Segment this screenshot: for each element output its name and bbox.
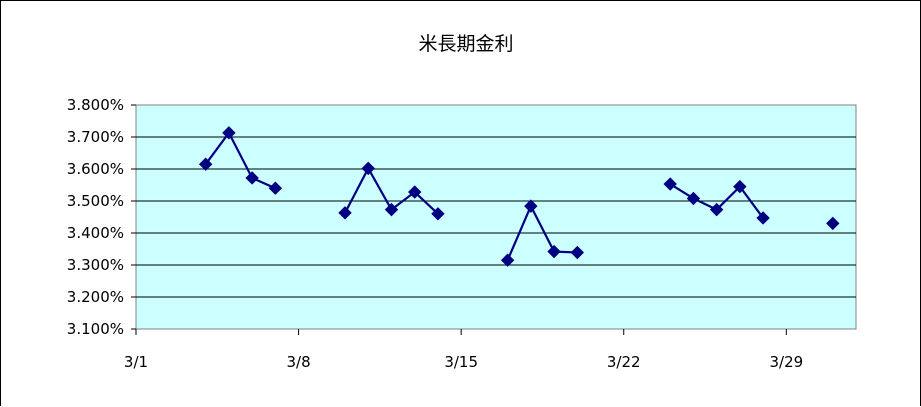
data-point bbox=[686, 191, 701, 206]
data-point bbox=[222, 126, 236, 140]
data-point bbox=[500, 253, 515, 267]
data-point bbox=[408, 185, 422, 199]
series-markers bbox=[198, 126, 840, 267]
y-tick-label: 3.700% bbox=[67, 128, 124, 146]
data-point bbox=[547, 244, 561, 259]
x-tick-label: 3/22 bbox=[607, 353, 641, 371]
y-tick-label: 3.600% bbox=[67, 160, 124, 178]
data-point bbox=[245, 171, 259, 185]
x-tick-label: 3/1 bbox=[124, 353, 148, 371]
x-axis-ticks bbox=[135, 329, 787, 335]
series-line bbox=[204, 130, 276, 190]
data-point bbox=[338, 206, 352, 220]
y-tick-label: 3.400% bbox=[67, 224, 124, 242]
data-point bbox=[361, 161, 375, 176]
gridlines bbox=[131, 104, 856, 330]
data-point bbox=[268, 181, 283, 195]
y-tick-label: 3.800% bbox=[67, 96, 124, 114]
series-line bbox=[506, 203, 578, 261]
x-tick-label: 3/15 bbox=[444, 353, 478, 371]
data-point bbox=[733, 179, 747, 194]
y-tick-label: 3.300% bbox=[67, 256, 124, 274]
data-point bbox=[384, 202, 399, 217]
data-point bbox=[826, 216, 840, 231]
x-tick-label: 3/29 bbox=[769, 353, 803, 371]
data-point bbox=[756, 211, 770, 225]
y-tick-label: 3.500% bbox=[67, 192, 124, 210]
data-point bbox=[198, 157, 213, 171]
plot-area bbox=[135, 104, 857, 330]
chart-title: 米長期金利 bbox=[418, 33, 513, 55]
data-point bbox=[570, 245, 584, 260]
data-point bbox=[709, 202, 724, 217]
data-point bbox=[663, 177, 677, 191]
y-axis-labels: 3.800% 3.700% 3.600% 3.500% 3.400% 3.300% 3.20… bbox=[67, 96, 124, 338]
data-point bbox=[431, 207, 445, 221]
y-tick-label: 3.200% bbox=[67, 288, 124, 306]
data-point bbox=[524, 199, 538, 213]
y-tick-label: 3.100% bbox=[67, 320, 124, 338]
x-axis-labels: 3/1 3/8 3/15 3/22 3/29 bbox=[124, 353, 803, 371]
x-tick-label: 3/8 bbox=[287, 353, 311, 371]
